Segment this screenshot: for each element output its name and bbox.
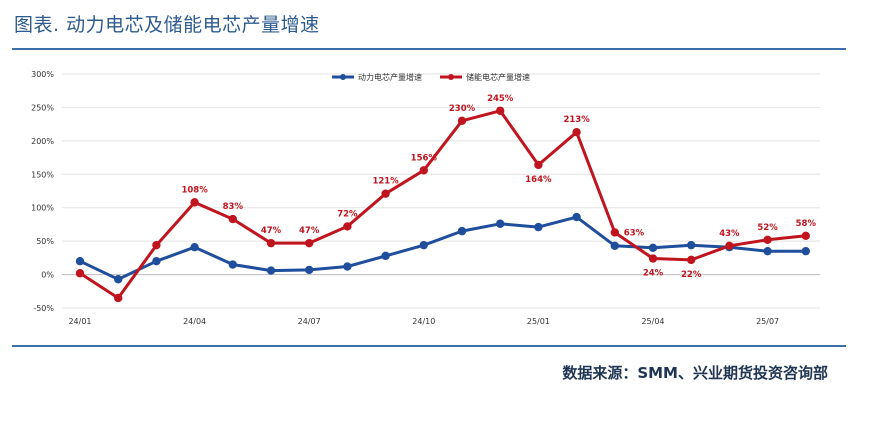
series-line-1	[79, 215, 806, 281]
data-point	[114, 275, 123, 284]
x-tick-label: 25/01	[527, 317, 550, 326]
data-point	[687, 255, 696, 265]
data-label: 58%	[796, 219, 817, 229]
data-point	[496, 106, 505, 115]
gridlines	[62, 73, 820, 309]
legend-marker	[340, 74, 346, 80]
legend: 动力电芯产量增速 储能电芯产量增速	[332, 72, 530, 82]
y-axis-ticks: -50% 0% 50% 100% 150% 200% 250% 300%	[31, 70, 54, 313]
data-point	[534, 222, 543, 232]
data-point	[572, 127, 581, 137]
data-label: 47%	[299, 226, 320, 236]
data-point	[75, 269, 85, 278]
y-tick-label: 50%	[36, 237, 54, 246]
y-tick-label: 100%	[31, 204, 54, 213]
data-point	[305, 265, 314, 275]
data-point	[381, 189, 390, 198]
data-point	[572, 212, 581, 222]
data-point	[801, 231, 810, 240]
data-point	[228, 260, 237, 269]
y-tick-label: 0%	[41, 271, 54, 280]
source-note: 数据来源：SMM、兴业期货投资咨询部	[562, 364, 828, 382]
data-label: 213%	[563, 115, 590, 125]
data-point	[725, 241, 734, 251]
series-points	[75, 106, 810, 303]
data-point	[610, 241, 619, 251]
data-point	[190, 242, 199, 252]
x-tick-label: 24/04	[183, 317, 206, 326]
data-point	[228, 214, 237, 224]
legend-label: 动力电芯产量增速	[358, 72, 422, 82]
data-point	[763, 246, 772, 256]
data-label: 24%	[643, 269, 664, 279]
data-label: 52%	[757, 223, 778, 233]
data-point	[190, 198, 199, 207]
data-label: 156%	[411, 153, 438, 163]
y-tick-label: 200%	[31, 137, 54, 146]
data-point	[381, 251, 390, 261]
data-point	[457, 226, 467, 236]
data-point	[419, 166, 428, 175]
data-point	[610, 228, 619, 237]
data-label: 72%	[337, 209, 358, 219]
data-point	[152, 240, 161, 250]
data-point	[648, 254, 658, 263]
x-tick-label: 24/10	[412, 317, 435, 326]
data-label: 43%	[719, 229, 740, 239]
data-point	[343, 262, 352, 271]
data-point	[801, 246, 810, 256]
x-axis-ticks: 24/01 24/04 24/07 24/10 25/01 25/04 25/07	[68, 317, 779, 326]
y-tick-label: 250%	[31, 103, 54, 112]
data-point	[266, 266, 276, 275]
data-point	[114, 293, 123, 303]
x-tick-label: 24/01	[68, 317, 91, 326]
data-point	[687, 240, 696, 250]
data-labels: 108% 83% 47% 47% 72% 121% 156% 230% 245% 164% 213%…	[181, 94, 816, 280]
data-point	[534, 160, 543, 170]
data-point	[419, 240, 428, 250]
data-label: 63%	[624, 228, 645, 238]
bottom-divider	[12, 345, 846, 347]
data-point	[75, 257, 85, 266]
series-lines	[79, 109, 806, 300]
data-label: 83%	[223, 202, 244, 212]
legend-label: 储能电芯产量增速	[466, 72, 530, 82]
data-label: 245%	[487, 94, 514, 104]
y-tick-label: 150%	[31, 170, 54, 179]
top-divider	[12, 48, 846, 50]
x-tick-label: 25/07	[756, 317, 779, 326]
data-point	[305, 238, 314, 248]
data-label: 121%	[372, 177, 399, 187]
data-point	[763, 235, 772, 245]
data-label: 164%	[525, 175, 552, 185]
legend-marker	[448, 74, 454, 80]
data-label: 108%	[181, 185, 208, 195]
data-point	[457, 116, 467, 126]
y-tick-label: 300%	[31, 70, 54, 79]
data-point	[496, 219, 505, 228]
y-tick-label: -50%	[33, 304, 54, 313]
data-label: 47%	[261, 226, 282, 236]
data-label: 230%	[449, 104, 476, 114]
x-tick-label: 24/07	[298, 317, 321, 326]
data-point	[152, 257, 161, 266]
x-tick-label: 25/04	[641, 317, 664, 326]
data-point	[648, 243, 658, 253]
data-label: 22%	[681, 270, 702, 280]
chart-title: 图表. 动力电芯及储能电芯产量增速	[14, 14, 320, 36]
data-point	[266, 238, 276, 248]
data-point	[343, 222, 352, 231]
series-line-2	[79, 109, 806, 300]
